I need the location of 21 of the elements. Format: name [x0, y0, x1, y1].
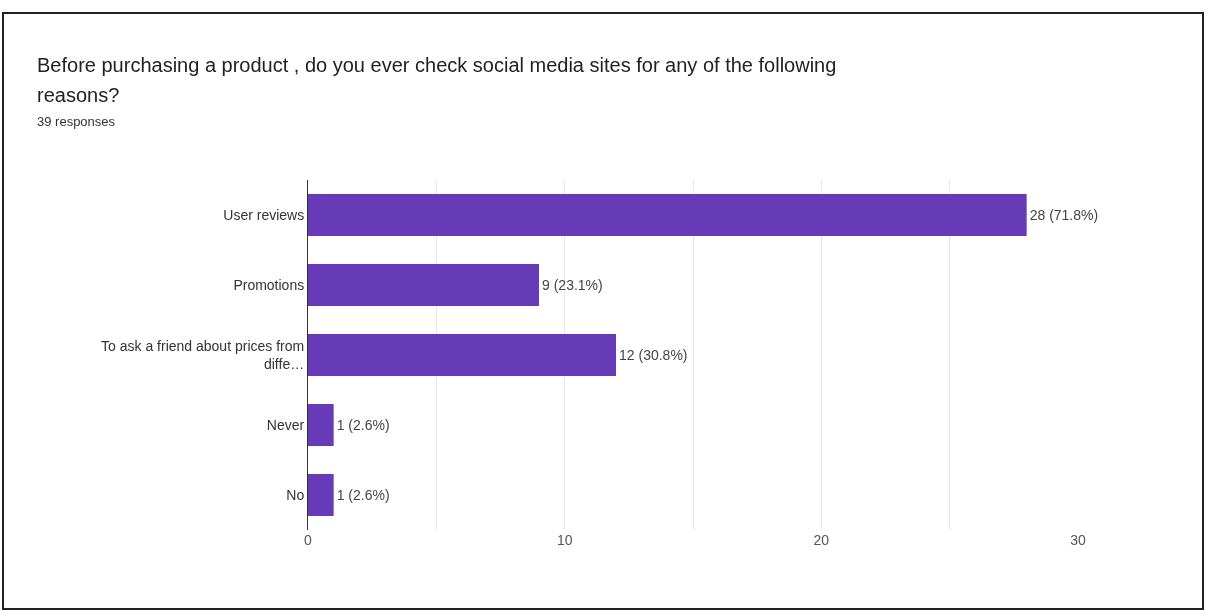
data-label: 1 (2.6%) — [336, 487, 390, 503]
y-tick-label: No — [286, 486, 305, 503]
data-label: 28 (71.8%) — [1029, 207, 1099, 223]
x-tick-label: 0 — [304, 532, 313, 548]
bar — [308, 264, 539, 306]
bar — [308, 194, 1027, 236]
y-tick-label: Promotions — [233, 276, 305, 293]
data-label: 9 (23.1%) — [542, 277, 603, 293]
y-tick-label: User reviews — [223, 206, 305, 223]
x-tick-label: 30 — [1070, 532, 1086, 548]
data-label: 12 (30.8%) — [619, 347, 688, 363]
bar — [308, 474, 334, 516]
data-label: 1 (2.6%) — [336, 417, 390, 433]
y-tick-label: To ask a friend about prices from diffe… — [101, 337, 305, 372]
bar — [308, 334, 616, 376]
x-tick-label: 20 — [813, 532, 830, 548]
x-tick-label: 10 — [556, 532, 573, 548]
chart-title: Before purchasing a product , do you ever check social media sites for any of the following reasons? — [37, 53, 838, 108]
bar — [308, 404, 334, 446]
y-tick-label: Never — [266, 416, 305, 433]
text: 39 responses — [37, 114, 117, 129]
